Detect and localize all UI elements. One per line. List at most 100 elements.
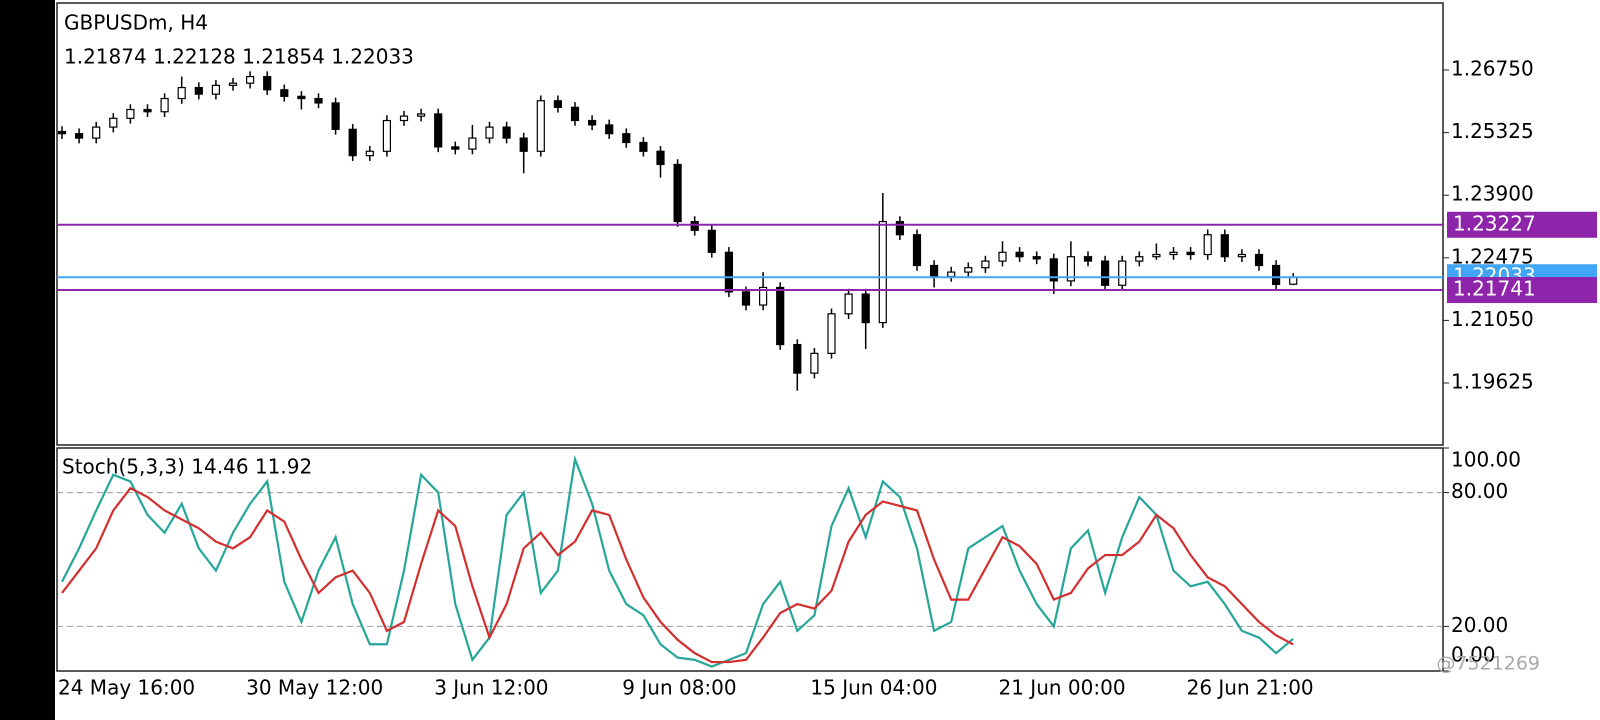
candle-body bbox=[331, 102, 340, 130]
candle-body bbox=[1169, 251, 1178, 256]
candle-body bbox=[690, 220, 699, 231]
candle-body bbox=[485, 126, 494, 139]
candle-body bbox=[228, 82, 238, 86]
y-tick-label: 1.19625 bbox=[1451, 370, 1534, 394]
candle-body bbox=[981, 260, 990, 269]
x-tick-label: 15 Jun 04:00 bbox=[810, 676, 937, 700]
y-tick-label: 80.00 bbox=[1451, 479, 1508, 503]
candle-body bbox=[519, 137, 528, 152]
candle-body bbox=[1220, 234, 1229, 258]
candle-body bbox=[656, 150, 665, 166]
candle-body bbox=[160, 97, 169, 113]
candle-body bbox=[827, 313, 836, 354]
candle-body bbox=[1032, 256, 1041, 260]
price-level-label: 1.21741 bbox=[1453, 277, 1536, 301]
candle-body bbox=[707, 229, 716, 253]
y-tick-label: 1.21050 bbox=[1451, 307, 1534, 331]
stoch-line bbox=[61, 486, 1294, 664]
candle-body bbox=[194, 86, 203, 95]
stoch-panel bbox=[56, 447, 1444, 672]
y-tick-label: 1.23900 bbox=[1451, 182, 1534, 206]
y-tick-label: 1.26750 bbox=[1451, 56, 1534, 80]
plot: 1.196251.210501.224751.239001.253251.267… bbox=[57, 56, 1597, 700]
x-tick-label: 26 Jun 21:00 bbox=[1187, 676, 1314, 700]
candle-body bbox=[280, 89, 289, 97]
candle-body bbox=[126, 108, 135, 119]
candle-body bbox=[1066, 256, 1076, 282]
stoch-title: Stoch(5,3,3) 14.46 11.92 bbox=[62, 455, 312, 479]
y-tick-label: 100.00 bbox=[1451, 448, 1521, 472]
candle-body bbox=[314, 97, 323, 104]
x-tick-label: 24 May 16:00 bbox=[58, 676, 195, 700]
stoch-line bbox=[61, 454, 1294, 668]
candle-body bbox=[895, 220, 905, 236]
candle-body bbox=[365, 150, 374, 157]
candle-body bbox=[758, 286, 768, 306]
candle-body bbox=[434, 113, 443, 148]
price-level-tag bbox=[1447, 211, 1597, 238]
candle-body bbox=[998, 251, 1007, 262]
candle-body bbox=[382, 119, 391, 152]
candle-body bbox=[673, 163, 682, 223]
candle-body bbox=[724, 251, 734, 293]
y-tick-label: 1.25325 bbox=[1451, 119, 1534, 143]
candle-body bbox=[964, 267, 973, 273]
candle-body bbox=[861, 293, 870, 324]
candle-body bbox=[74, 133, 84, 139]
x-tick-label: 21 Jun 00:00 bbox=[999, 676, 1126, 700]
candle-body bbox=[810, 352, 819, 374]
candle-body bbox=[57, 130, 67, 135]
candle-body bbox=[1237, 253, 1247, 258]
candle-body bbox=[622, 133, 631, 144]
candle-body bbox=[844, 293, 853, 315]
candle-body bbox=[878, 220, 887, 324]
candle-body bbox=[297, 95, 306, 100]
candle-body bbox=[776, 286, 785, 346]
candle-body bbox=[1203, 234, 1212, 256]
candle-body bbox=[1254, 253, 1264, 267]
symbol-title: GBPUSDm, H4 bbox=[64, 11, 208, 35]
candle-body bbox=[1186, 251, 1195, 256]
candle-body bbox=[1289, 276, 1298, 285]
candle-body bbox=[793, 343, 802, 374]
y-tick-label: 0.00 bbox=[1451, 643, 1496, 667]
left-edge bbox=[0, 0, 55, 720]
candle-body bbox=[417, 113, 426, 117]
price-level-tag bbox=[1447, 277, 1597, 304]
candle-body bbox=[468, 137, 477, 150]
candle-body bbox=[92, 126, 101, 139]
candle-body bbox=[1118, 260, 1127, 286]
candle-body bbox=[211, 84, 220, 95]
candle-body bbox=[605, 124, 614, 135]
candle-body bbox=[1049, 258, 1058, 282]
candle-body bbox=[399, 115, 409, 122]
candle-body bbox=[177, 86, 186, 100]
candle-body bbox=[553, 100, 563, 108]
candle-body bbox=[1271, 264, 1281, 285]
candle-body bbox=[1100, 260, 1110, 286]
candle-body bbox=[1152, 253, 1161, 258]
candle-body bbox=[639, 141, 648, 152]
candle-body bbox=[929, 264, 939, 278]
candle-body bbox=[1135, 256, 1144, 262]
x-tick-label: 30 May 12:00 bbox=[246, 676, 383, 700]
candle-body bbox=[570, 106, 580, 122]
candle-body bbox=[741, 291, 751, 306]
ohlc-readout: 1.21874 1.22128 1.21854 1.22033 bbox=[64, 45, 414, 69]
x-tick-label: 3 Jun 12:00 bbox=[434, 676, 548, 700]
candle-body bbox=[263, 75, 272, 91]
candle-body bbox=[451, 146, 460, 150]
candle-body bbox=[143, 108, 152, 113]
candle-body bbox=[1015, 251, 1024, 258]
candle-body bbox=[1083, 256, 1093, 262]
x-tick-label: 9 Jun 08:00 bbox=[622, 676, 736, 700]
candle-body bbox=[348, 128, 357, 157]
candle-body bbox=[246, 75, 255, 84]
y-tick-label: 20.00 bbox=[1451, 613, 1508, 637]
candle-body bbox=[536, 100, 545, 152]
candle-body bbox=[502, 126, 511, 139]
candle-body bbox=[587, 119, 597, 126]
candle-body bbox=[947, 271, 956, 278]
